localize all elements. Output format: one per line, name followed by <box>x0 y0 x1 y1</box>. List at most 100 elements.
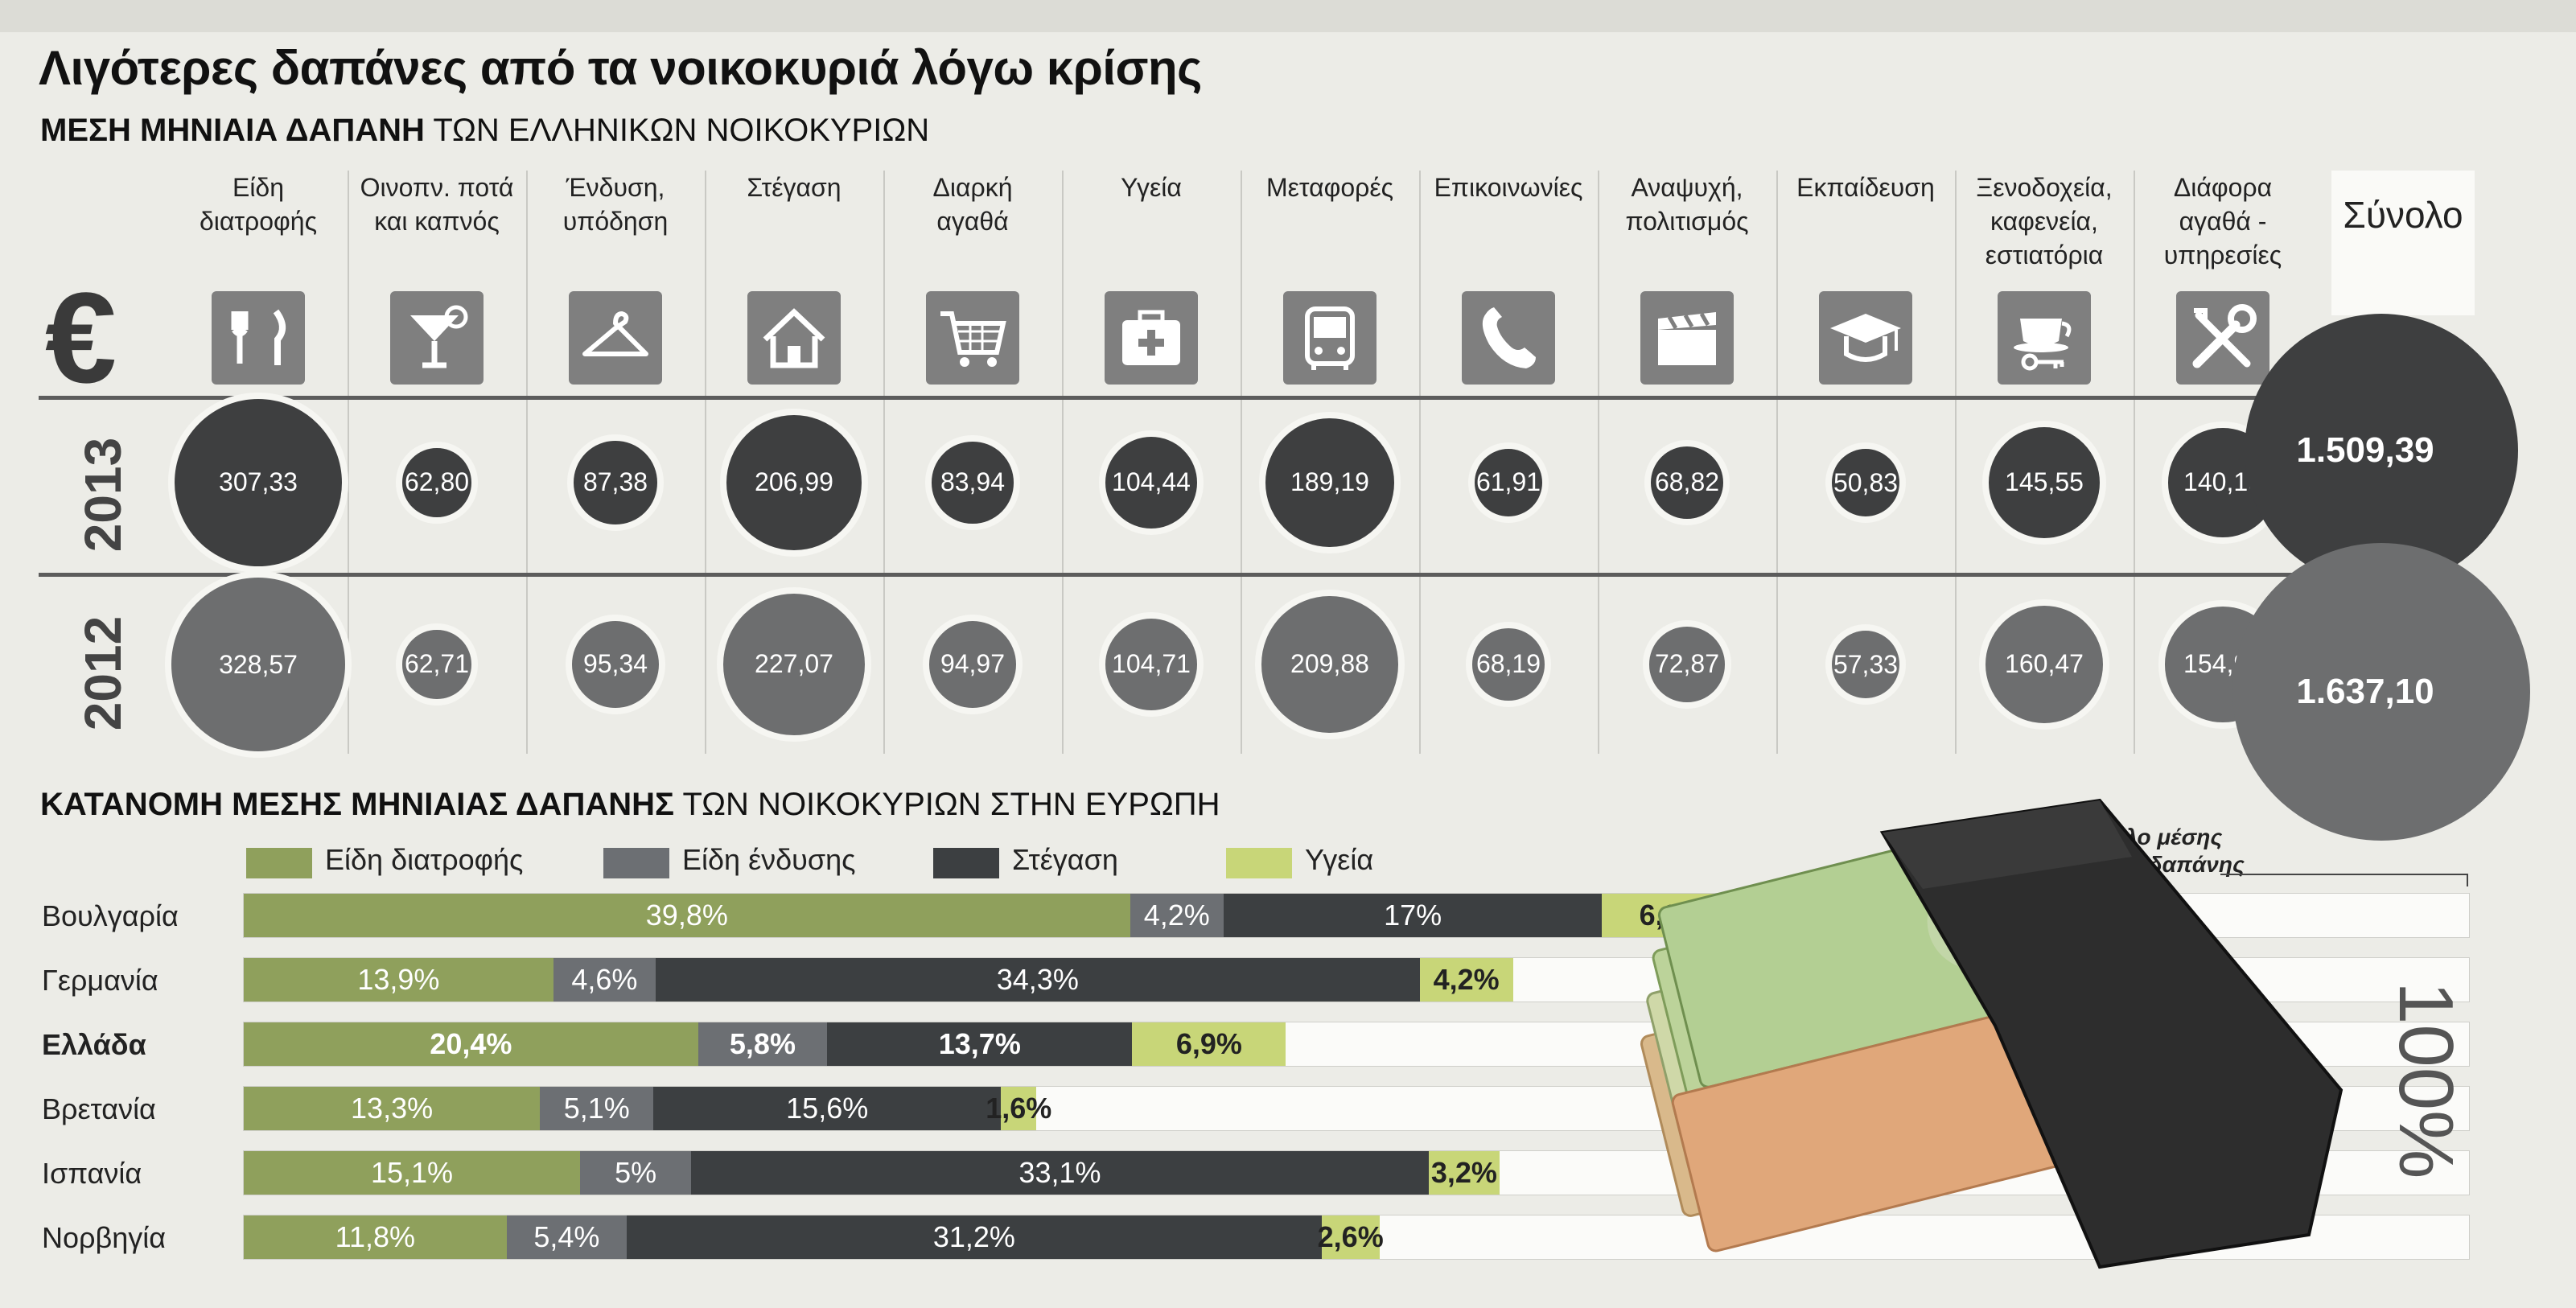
country-label: Ισπανία <box>42 1157 142 1190</box>
bubble-2012: 209,88 <box>1255 590 1405 739</box>
category-header: Εκπαίδευση <box>1776 171 1955 204</box>
legend-label: Υγεία <box>1305 843 1374 876</box>
bar-segment: 15,6% <box>653 1087 1002 1130</box>
bubble-2013: 206,99 <box>719 408 869 557</box>
row-divider-top <box>39 396 2331 400</box>
category-header: Ξενοδοχεία, καφενεία, εστιατόρια <box>1955 171 2134 272</box>
bar-segment: 5,8% <box>697 1022 828 1066</box>
bubble-2013: 307,33 <box>167 392 349 574</box>
euro-icon: € <box>45 265 117 409</box>
hundred-percent-label: 100% <box>2383 981 2469 1179</box>
country-label: Νορβηγία <box>42 1221 167 1254</box>
total-value-2013: 1.509,39 <box>2296 430 2434 470</box>
tools-icon <box>2176 291 2269 385</box>
bar-segment: 5,1% <box>540 1087 654 1130</box>
phone-icon <box>1462 291 1555 385</box>
bubble-2013: 104,44 <box>1098 430 1204 536</box>
category-header-line: υπηρεσίες <box>2163 241 2282 269</box>
category-header-line: αγαθά <box>936 207 1009 236</box>
category-header-line: και καπνός <box>374 207 500 236</box>
bar-segment: 4,2% <box>1419 958 1513 1002</box>
bubble-2013: 50,83 <box>1825 442 1906 523</box>
country-label: Ελλάδα <box>42 1028 146 1061</box>
bubble-2013: 87,38 <box>567 434 664 531</box>
category-header: Διαρκή αγαθά <box>883 171 1062 238</box>
bubble-2013: 83,94 <box>925 435 1020 530</box>
category-header-line: διατροφής <box>199 207 318 236</box>
column-divider <box>1419 171 1421 754</box>
food-icon <box>212 291 305 385</box>
bubble-2012: 160,47 <box>1978 598 2110 730</box>
category-header: Υγεία <box>1062 171 1241 204</box>
column-divider <box>1598 171 1599 754</box>
category-header-line: Οινοπν. ποτά <box>360 173 514 202</box>
bar-segment: 17% <box>1223 894 1603 937</box>
bar-segment: 13,9% <box>244 958 553 1002</box>
column-divider <box>526 171 528 754</box>
bubble-2013: 62,80 <box>396 442 478 524</box>
bar-segment: 31,2% <box>627 1215 1322 1259</box>
bubble-2012: 94,97 <box>922 614 1023 715</box>
bar-segment: 4,6% <box>553 958 656 1002</box>
bubble-2012: 62,71 <box>396 623 478 705</box>
bar-segment: 11,8% <box>244 1215 507 1259</box>
bubble-2012: 72,87 <box>1643 620 1731 709</box>
category-header-line: αγαθά - <box>2179 207 2267 236</box>
bubble-2013: 145,55 <box>1981 420 2107 545</box>
category-header: Στέγαση <box>705 171 883 204</box>
coffee-cup-icon <box>1998 291 2091 385</box>
bar-segment: 20,4% <box>244 1022 698 1066</box>
bar-segment: 5% <box>579 1151 692 1195</box>
house-icon <box>747 291 841 385</box>
clapperboard-icon <box>1640 291 1734 385</box>
bubble-2012: 68,19 <box>1466 622 1551 707</box>
total-header: Σύνολο <box>2343 194 2463 236</box>
bubble-2013: 189,19 <box>1258 411 1401 553</box>
subtitle-bold: ΜΕΣΗ ΜΗΝΙΑΙΑ ΔΑΠΑΝΗ <box>40 113 425 148</box>
country-label: Βουλγαρία <box>42 899 179 932</box>
hanger-icon <box>569 291 662 385</box>
column-divider <box>2134 171 2135 754</box>
total-value-2012: 1.637,10 <box>2296 672 2434 711</box>
bar-segment: 39,8% <box>244 894 1130 937</box>
legend-label: Είδη διατροφής <box>325 843 524 876</box>
year-label-2012: 2012 <box>74 615 132 731</box>
category-header-line: πολιτισμός <box>1625 207 1749 236</box>
country-label: Βρετανία <box>42 1092 156 1125</box>
column-divider <box>1241 171 1242 754</box>
bubble-2013: 61,91 <box>1467 442 1549 524</box>
column-divider <box>1955 171 1957 754</box>
legend-swatch <box>933 848 999 878</box>
column-divider <box>705 171 706 754</box>
bar-segment: 34,3% <box>656 958 1420 1002</box>
category-header: Μεταφορές <box>1241 171 1419 204</box>
column-divider <box>1776 171 1778 754</box>
category-header: Είδη διατροφής <box>169 171 348 238</box>
category-header: Ένδυση, υπόδηση <box>526 171 705 238</box>
section2-title: ΚΑΤΑΝΟΜΗ ΜΕΣΗΣ ΜΗΝΙΑΙΑΣ ΔΑΠΑΝΗΣ ΤΩΝ ΝΟΙΚ… <box>40 787 1220 823</box>
wallet-with-banknotes-image <box>1640 798 2344 1269</box>
country-label: Γερμανία <box>42 964 158 997</box>
bubble-2012: 57,33 <box>1825 624 1906 705</box>
total-bubble-2013: 1.509,39 <box>2245 314 2518 587</box>
bar-segment: 4,2% <box>1130 894 1224 937</box>
category-header-line: Υγεία <box>1121 173 1182 202</box>
bubble-2012: 227,07 <box>716 586 872 742</box>
total-note-bracket <box>2220 874 2468 875</box>
bar-segment: 13,7% <box>827 1022 1133 1066</box>
cart-icon <box>926 291 1019 385</box>
first-aid-icon <box>1105 291 1198 385</box>
total-note-tick <box>2467 874 2468 886</box>
category-header: Αναψυχή, πολιτισμός <box>1598 171 1776 238</box>
category-header-line: Στέγαση <box>747 173 842 202</box>
page-title: Λιγότερες δαπάνες από τα νοικοκυριά λόγω… <box>39 41 1202 95</box>
bar-segment: 15,1% <box>244 1151 580 1195</box>
category-header-line: υπόδηση <box>562 207 669 236</box>
row-divider-middle <box>39 573 2331 577</box>
category-header-line: καφενεία, <box>1990 207 2098 236</box>
total-header-box <box>2331 171 2475 315</box>
legend-label: Είδη ένδυσης <box>682 843 856 876</box>
legend-swatch <box>246 848 312 878</box>
graduation-cap-icon <box>1819 291 1912 385</box>
